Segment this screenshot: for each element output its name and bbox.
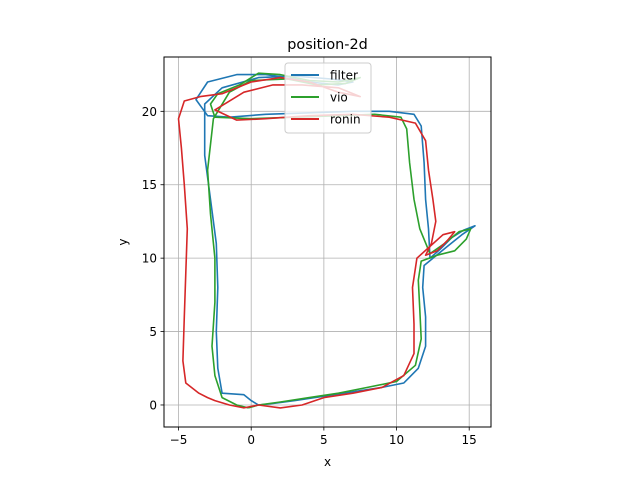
x-tick-label: 15 bbox=[462, 433, 477, 447]
y-tick-label: 0 bbox=[149, 398, 157, 412]
x-tick-label: −5 bbox=[170, 433, 188, 447]
legend-label-vio: vio bbox=[330, 91, 348, 105]
legend-box bbox=[284, 62, 372, 134]
series-line-ronin bbox=[177, 76, 456, 409]
y-tick-label: 5 bbox=[149, 325, 157, 339]
x-tick-label: 0 bbox=[247, 433, 255, 447]
axis-ticks: −5 0 5 10 15 0 5 10 15 20 bbox=[142, 105, 477, 447]
y-tick-label: 15 bbox=[142, 178, 157, 192]
y-axis-label: y bbox=[116, 238, 130, 245]
x-axis-label: x bbox=[324, 455, 331, 469]
x-tick-label: 10 bbox=[389, 433, 404, 447]
legend-label-ronin: ronin bbox=[330, 113, 361, 127]
y-tick-label: 20 bbox=[142, 105, 157, 119]
plot-frame bbox=[163, 56, 492, 428]
legend: filter vio ronin bbox=[284, 62, 372, 134]
y-tick-label: 10 bbox=[142, 252, 157, 266]
chart-title: position-2d bbox=[287, 37, 367, 53]
legend-label-filter: filter bbox=[330, 69, 358, 83]
x-tick-label: 5 bbox=[320, 433, 328, 447]
